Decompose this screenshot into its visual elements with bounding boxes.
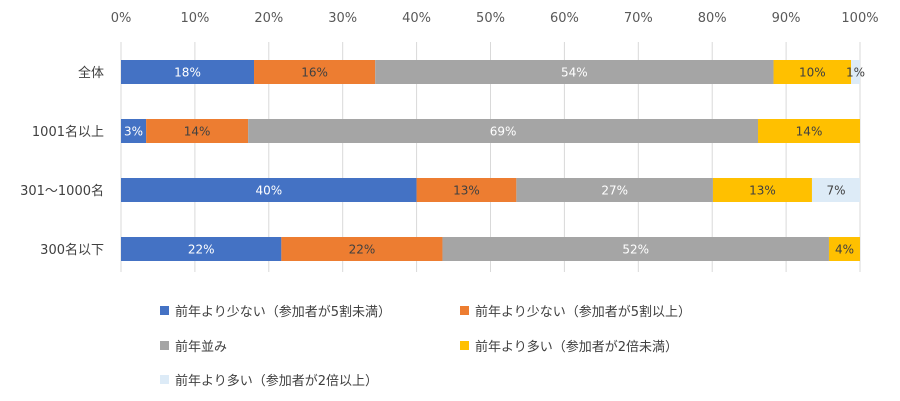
data-label: 52% — [622, 243, 649, 257]
x-tick-label: 60% — [550, 11, 579, 26]
bar-segment — [254, 60, 376, 84]
bar-segment — [442, 237, 829, 261]
data-label: 10% — [799, 66, 826, 80]
x-tick-label: 50% — [476, 11, 505, 26]
x-tick-label: 30% — [328, 11, 357, 26]
legend-label: 前年より少ない（参加者が5割未満） — [175, 304, 392, 320]
bar-segment — [851, 60, 860, 84]
bar-segment — [758, 119, 860, 143]
legend-swatch — [160, 374, 169, 384]
legend-item: 前年より少ない（参加者が5割未満） — [160, 300, 391, 320]
x-tick-label: 20% — [254, 11, 283, 26]
legend-label: 前年より少ない（参加者が5割以上） — [475, 304, 692, 320]
category-label: 300名以下 — [40, 242, 104, 258]
x-tick-label: 80% — [698, 11, 727, 26]
data-label: 14% — [184, 125, 211, 139]
legend-item: 前年より多い（参加者が2倍未満） — [460, 335, 678, 355]
x-tick-label: 90% — [772, 11, 801, 26]
data-label: 69% — [490, 125, 517, 139]
bar-segment — [248, 119, 759, 143]
bar-segment — [516, 178, 713, 202]
bar-segment — [712, 178, 812, 202]
bar-segment — [146, 119, 249, 143]
x-tick-label: 40% — [402, 11, 431, 26]
data-label: 22% — [349, 243, 376, 257]
data-label: 40% — [255, 184, 282, 198]
legend-swatch — [460, 305, 469, 315]
category-labels: 全体 1001名以上 301～1000名 300名以下 — [20, 65, 104, 258]
bar-segment — [121, 178, 417, 202]
data-label: 1% — [846, 66, 865, 80]
data-label: 13% — [453, 184, 480, 198]
bar-segment — [121, 60, 255, 84]
bar-segment — [375, 60, 774, 84]
bar-segment — [773, 60, 852, 84]
bar-segment — [281, 237, 443, 261]
data-label: 22% — [188, 243, 215, 257]
legend-swatch — [160, 340, 169, 350]
x-axis-ticks: 0% 10% 20% 30% 40% 50% 60% 70% 80% 90% 100% — [111, 11, 879, 26]
bar-segment — [811, 178, 860, 202]
data-label: 16% — [301, 66, 328, 80]
legend-item: 前年並み — [160, 335, 227, 355]
legend-swatch — [460, 340, 469, 350]
x-tick-label: 0% — [111, 11, 132, 26]
x-tick-label: 70% — [624, 11, 653, 26]
data-labels: 18% 16% 54% 10% 1% 3% 14% 69% 14% 40% 13% 27% 13% 7% 2… — [124, 66, 865, 257]
data-label: 3% — [124, 125, 143, 139]
stacked-bar-chart: 0% 10% 20% 30% 40% 50% 60% 70% 80% 90% 100% 全体 1001… — [20, 11, 879, 272]
bar-segment — [121, 119, 147, 143]
data-label: 13% — [749, 184, 776, 198]
bar-segment — [416, 178, 517, 202]
legend-swatch — [160, 305, 169, 315]
bar-segment — [121, 237, 282, 261]
data-label: 54% — [561, 66, 588, 80]
bar-segment — [828, 237, 860, 261]
category-label: 301～1000名 — [20, 183, 104, 199]
legend-label: 前年より多い（参加者が2倍以上） — [175, 373, 379, 389]
category-label: 1001名以上 — [32, 124, 104, 140]
legend: 前年より少ない（参加者が5割未満） 前年より少ない（参加者が5割以上） 前年並み 前年… — [160, 300, 880, 395]
data-label: 18% — [174, 66, 201, 80]
data-label: 14% — [796, 125, 823, 139]
legend-item: 前年より少ない（参加者が5割以上） — [460, 300, 691, 320]
legend-label: 前年より多い（参加者が2倍未満） — [475, 339, 679, 355]
data-label: 27% — [601, 184, 628, 198]
legend-label: 前年並み — [175, 339, 228, 355]
x-tick-label: 100% — [841, 11, 878, 26]
category-label: 全体 — [78, 65, 104, 81]
data-label: 7% — [826, 184, 845, 198]
data-label: 4% — [835, 243, 854, 257]
x-tick-label: 10% — [180, 11, 209, 26]
legend-item: 前年より多い（参加者が2倍以上） — [160, 369, 378, 389]
bar-segments — [121, 60, 860, 261]
